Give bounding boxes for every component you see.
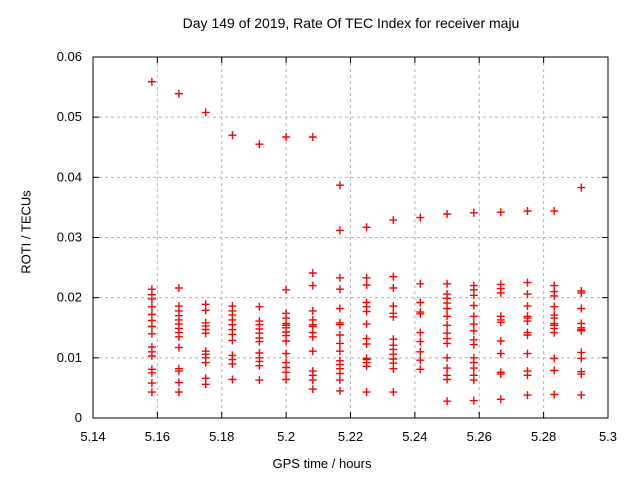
data-point-markers <box>147 77 586 406</box>
chart-title: Day 149 of 2019, Rate Of TEC Index for r… <box>182 15 520 31</box>
y-tick-label: 0.05 <box>57 109 82 124</box>
x-axis-label: GPS time / hours <box>272 456 372 471</box>
x-tick-label: 5.3 <box>599 429 617 444</box>
y-tick-label: 0.02 <box>57 290 82 305</box>
y-tick-label: 0.01 <box>57 350 82 365</box>
y-tick-label: 0.03 <box>57 230 82 245</box>
x-tick-label: 5.18 <box>209 429 234 444</box>
x-tick-label: 5.14 <box>80 429 105 444</box>
x-tick-label: 5.24 <box>402 429 427 444</box>
x-tick-label: 5.22 <box>338 429 363 444</box>
y-tick-label: 0.04 <box>57 169 82 184</box>
y-tick-label: 0 <box>75 410 82 425</box>
y-tick-label: 0.06 <box>57 49 82 64</box>
x-tick-label: 5.26 <box>467 429 492 444</box>
x-tick-label: 5.28 <box>531 429 556 444</box>
y-axis-label: ROTI / TECUs <box>18 190 34 274</box>
x-tick-label: 5.2 <box>277 429 295 444</box>
x-tick-label: 5.16 <box>145 429 170 444</box>
